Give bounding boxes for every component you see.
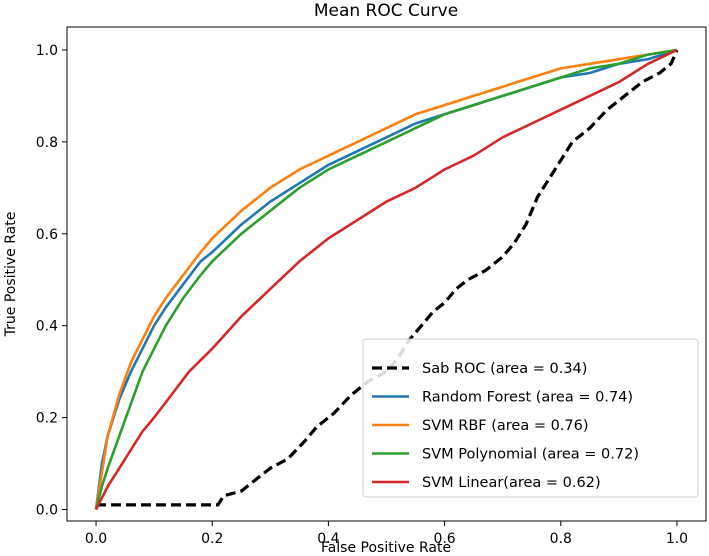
legend-label-4: SVM Linear(area = 0.62) <box>422 475 601 491</box>
chart-title: Mean ROC Curve <box>314 1 458 21</box>
series-line-3 <box>94 48 678 510</box>
x-tick-label: 0.8 <box>550 531 572 547</box>
y-tick-label: 1.0 <box>36 43 58 59</box>
legend-label-1: Random Forest (area = 0.74) <box>422 390 633 406</box>
legend-label-2: SVM RBF (area = 0.76) <box>422 418 589 434</box>
x-tick-label: 0.4 <box>317 531 339 547</box>
series-line-4 <box>94 48 678 511</box>
legend-label-3: SVM Polynomial (area = 0.72) <box>422 447 639 463</box>
plot-area <box>94 48 679 511</box>
y-tick-label: 0.4 <box>36 319 58 335</box>
y-tick-label: 0.0 <box>36 503 58 519</box>
legend-label-0: Sab ROC (area = 0.34) <box>422 361 587 377</box>
x-tick-label: 1.0 <box>666 531 688 547</box>
y-axis-label: True Positive Rate <box>3 212 19 338</box>
y-tick-label: 0.8 <box>36 135 58 151</box>
x-tick-label: 0.2 <box>201 531 223 547</box>
legend: Sab ROC (area = 0.34) Random Forest (area… <box>362 338 699 498</box>
x-tick-label: 0.0 <box>85 531 107 547</box>
y-axis: 0.0 0.2 0.4 0.6 0.8 1.0 <box>36 43 67 519</box>
series-line-0 <box>96 49 679 507</box>
x-axis: 0.0 0.2 0.4 0.6 0.8 1.0 <box>85 521 688 547</box>
series-line-2 <box>94 48 678 510</box>
plot-frame <box>66 26 707 522</box>
x-tick-label: 0.6 <box>433 531 455 547</box>
y-tick-label: 0.2 <box>36 411 58 427</box>
legend-box <box>362 338 699 498</box>
x-axis-label: False Positive Rate <box>321 540 451 556</box>
y-tick-label: 0.6 <box>36 227 58 243</box>
